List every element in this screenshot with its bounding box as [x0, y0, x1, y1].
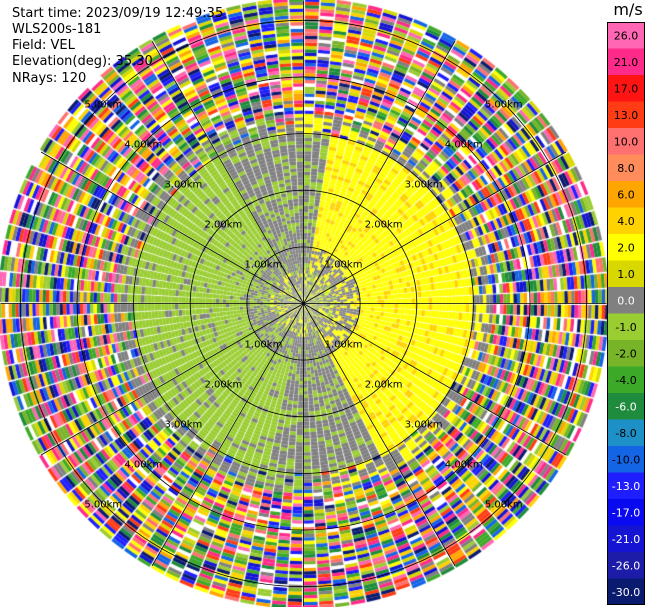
colorbar-segment — [607, 234, 645, 261]
colorbar-segment — [607, 128, 645, 155]
ring-label-4km-45: 4.00km — [445, 139, 483, 150]
colorbar-unit-label: m/s — [613, 0, 643, 19]
colorbar-segment — [607, 552, 645, 579]
colorbar-tick-label: -2.0 — [615, 347, 636, 360]
colorbar-segment — [607, 393, 645, 420]
ring-label-4km-315: 4.00km — [124, 139, 162, 150]
colorbar-segment — [607, 287, 645, 314]
colorbar-tick-label: 17.0 — [614, 82, 639, 95]
start-time-label: Start time: 2023/09/19 12:49:35 — [12, 6, 224, 21]
ring-label-3km-225: 3.00km — [164, 420, 202, 431]
elevation-label: Elevation(deg): 35.30 — [12, 54, 153, 69]
colorbar-segment — [607, 48, 645, 76]
colorbar-tick-label: -6.0 — [615, 400, 636, 413]
colorbar-tick-label: 26.0 — [614, 29, 639, 42]
colorbar-segment — [607, 207, 645, 235]
colorbar-tick-label: 21.0 — [614, 56, 639, 69]
colorbar-segment — [607, 154, 645, 182]
nrays-label: NRays: 120 — [12, 71, 87, 86]
colorbar-segment — [607, 313, 645, 341]
colorbar-segment — [607, 75, 645, 102]
azimuth-line-120 — [303, 303, 567, 456]
field-label: Field: VEL — [12, 38, 75, 53]
colorbar-tick-label: 6.0 — [617, 188, 635, 201]
azimuth-line-150 — [303, 303, 456, 567]
colorbar-tick-label: -1.0 — [615, 321, 636, 334]
colorbar-tick-label: -4.0 — [615, 374, 636, 387]
colorbar-tick-label: 13.0 — [614, 109, 639, 122]
ring-label-4km-225: 4.00km — [124, 460, 162, 471]
azimuth-line-210 — [151, 303, 304, 567]
colorbar-segment — [607, 525, 645, 553]
ring-label-5km-315: 5.00km — [84, 99, 122, 110]
colorbar-tick-label: -8.0 — [615, 427, 636, 440]
colorbar-segment — [607, 419, 645, 447]
colorbar-tick-label: 10.0 — [614, 135, 639, 148]
colorbar: 26.0 21.0 17.0 13.0 10.0 8.0 6.0 4.0 2.0 1.0 0.0 -1… — [607, 22, 645, 605]
colorbar-tick-label: 8.0 — [617, 162, 635, 175]
colorbar-segment — [607, 181, 645, 208]
colorbar-segment — [607, 446, 645, 473]
ring-label-1km-225: 1.00km — [245, 340, 283, 351]
azimuth-line-60 — [303, 151, 567, 304]
ring-label-5km-135: 5.00km — [485, 500, 523, 511]
azimuth-line-330 — [151, 40, 304, 304]
colorbar-tick-label: 1.0 — [617, 268, 635, 281]
instrument-label: WLS200s-181 — [12, 22, 102, 37]
ring-label-1km-315: 1.00km — [245, 259, 283, 270]
colorbar-tick-label: 0.0 — [617, 294, 635, 307]
colorbar-tick-label: 4.0 — [617, 215, 635, 228]
colorbar-segment — [607, 499, 645, 526]
ring-label-2km-315: 2.00km — [204, 219, 242, 230]
colorbar-tick-label: -21.0 — [612, 533, 640, 546]
azimuth-line-240 — [40, 303, 304, 456]
colorbar-tick-label: -17.0 — [612, 506, 640, 519]
ppi-overlay: 1.00km 1.00km 1.00km 1.00km 2.00km 2.00km 2.00… — [0, 0, 607, 607]
colorbar-segment — [607, 472, 645, 500]
colorbar-tick-label: -30.0 — [612, 586, 640, 599]
azimuth-line-30 — [303, 40, 456, 304]
colorbar-segment — [607, 22, 645, 49]
colorbar-tick-label: 2.0 — [617, 241, 635, 254]
ring-label-3km-315: 3.00km — [164, 179, 202, 190]
colorbar-tick-label: -10.0 — [612, 453, 640, 466]
ring-label-1km-135: 1.00km — [325, 340, 363, 351]
ring-label-2km-135: 2.00km — [365, 380, 403, 391]
azimuth-line-300 — [40, 151, 304, 304]
colorbar-segment — [607, 260, 645, 288]
ring-label-2km-45: 2.00km — [365, 219, 403, 230]
ring-label-5km-225: 5.00km — [84, 500, 122, 511]
ring-label-1km-45: 1.00km — [325, 259, 363, 270]
colorbar-segment — [607, 101, 645, 129]
ring-label-4km-135: 4.00km — [445, 460, 483, 471]
ring-label-3km-45: 3.00km — [405, 179, 443, 190]
colorbar-segment — [607, 366, 645, 394]
colorbar-frame — [607, 22, 645, 605]
colorbar-segment — [607, 578, 645, 605]
colorbar-tick-label: -26.0 — [612, 559, 640, 572]
colorbar-tick-label: -13.0 — [612, 480, 640, 493]
ring-label-2km-225: 2.00km — [204, 380, 242, 391]
ring-label-3km-135: 3.00km — [405, 420, 443, 431]
colorbar-segment — [607, 340, 645, 367]
ring-label-5km-45: 5.00km — [485, 99, 523, 110]
